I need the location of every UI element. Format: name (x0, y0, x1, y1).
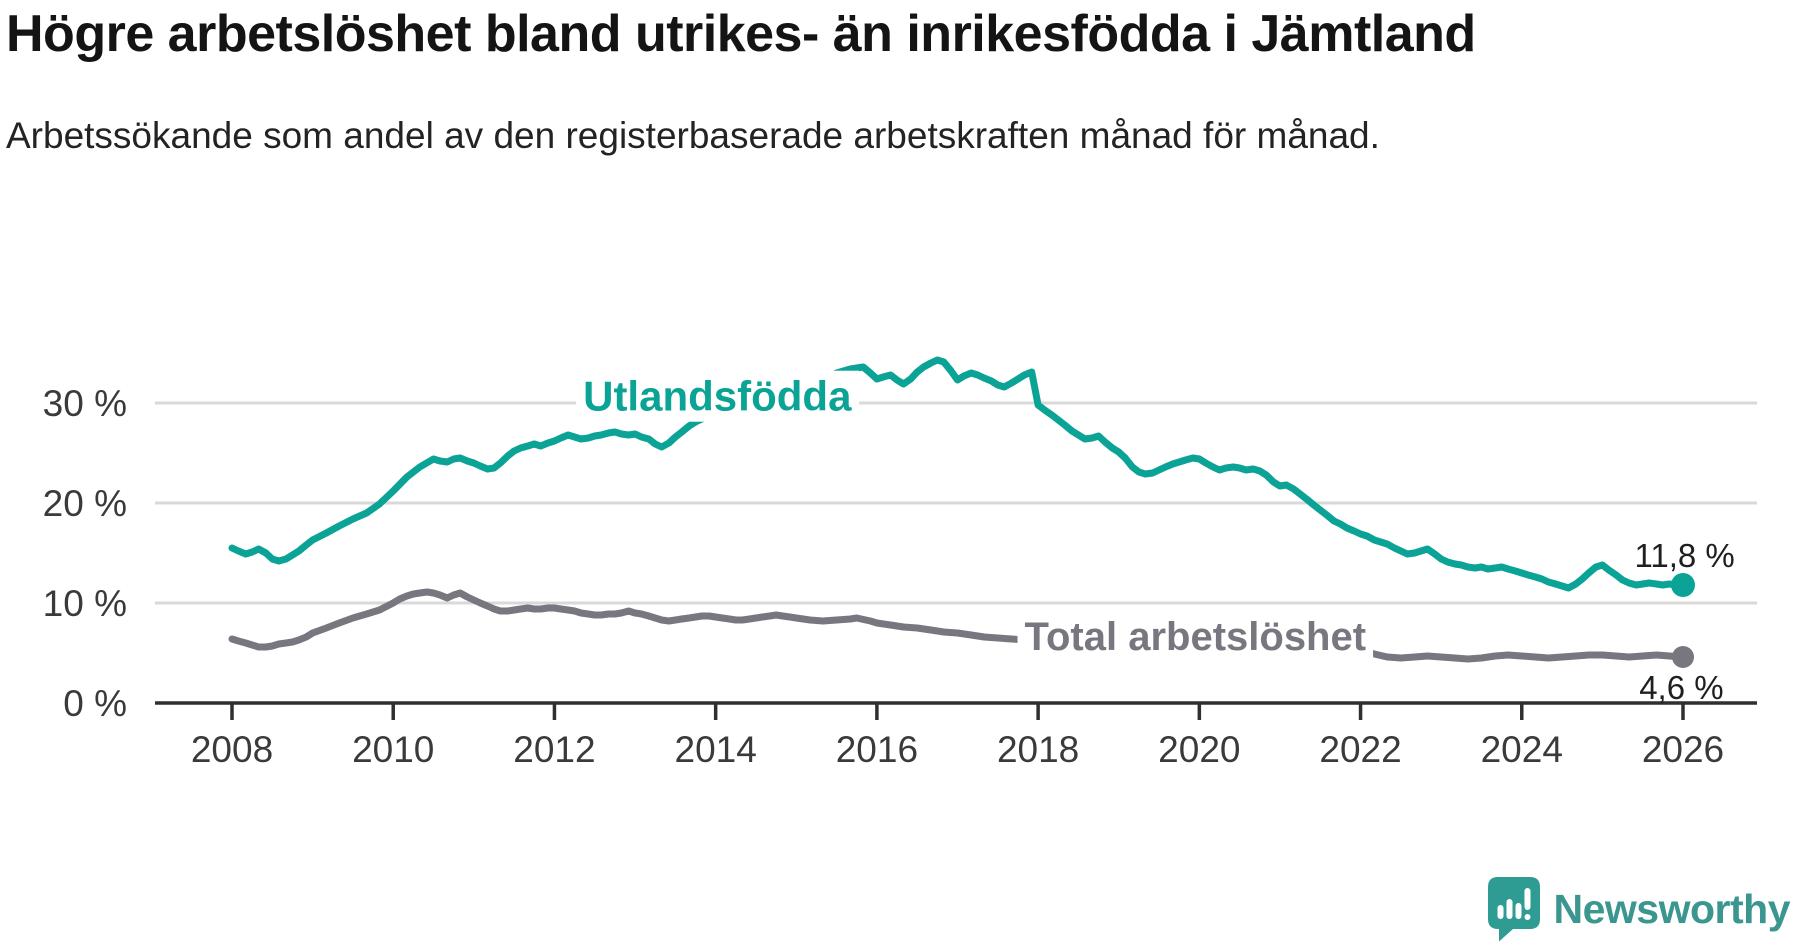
y-axis-tick-label: 10 % (43, 583, 127, 624)
x-axis-tick-label: 2012 (513, 729, 595, 770)
x-axis-tick-label: 2020 (1158, 729, 1240, 770)
x-axis-tick-label: 2008 (191, 729, 273, 770)
end-value-label-utlandsfodda: 11,8 % (1634, 537, 1734, 574)
x-axis-tick-label: 2016 (836, 729, 918, 770)
chart-title: Högre arbetslöshet bland utrikes- än inr… (6, 5, 1476, 63)
newsworthy-logo: Newsworthy (1487, 876, 1791, 942)
chart-subtitle: Arbetssökande som andel av den registerb… (6, 115, 1380, 156)
series-label-halo (1017, 613, 1374, 661)
end-dot-total (1671, 646, 1694, 668)
x-axis-tick-label: 2024 (1481, 729, 1563, 770)
y-axis-tick-label: 30 % (43, 383, 127, 424)
end-value-label-total: 4,6 % (1639, 669, 1723, 706)
x-axis-tick-label: 2018 (997, 729, 1079, 770)
x-axis-tick-label: 2014 (675, 729, 757, 770)
y-axis-tick-label: 0 % (63, 683, 127, 724)
series-label-total: Total arbetslöshet (1025, 615, 1367, 659)
x-axis-tick-label: 2022 (1319, 729, 1401, 770)
series-line-utlandsfodda (228, 356, 1687, 592)
series-label-utlandsfodda: Utlandsfödda (583, 373, 852, 420)
newsworthy-logo-text: Newsworthy (1553, 885, 1791, 932)
newsworthy-speech-bubble-chart-icon (1487, 877, 1540, 942)
x-axis-tick-label: 2010 (352, 729, 434, 770)
x-axis-tick-label: 2026 (1642, 729, 1724, 770)
end-dot-utlandsfodda (1670, 573, 1695, 597)
series-label-halo (576, 370, 860, 422)
y-axis-tick-label: 20 % (43, 483, 127, 524)
end-value-label-halo (1635, 668, 1728, 701)
